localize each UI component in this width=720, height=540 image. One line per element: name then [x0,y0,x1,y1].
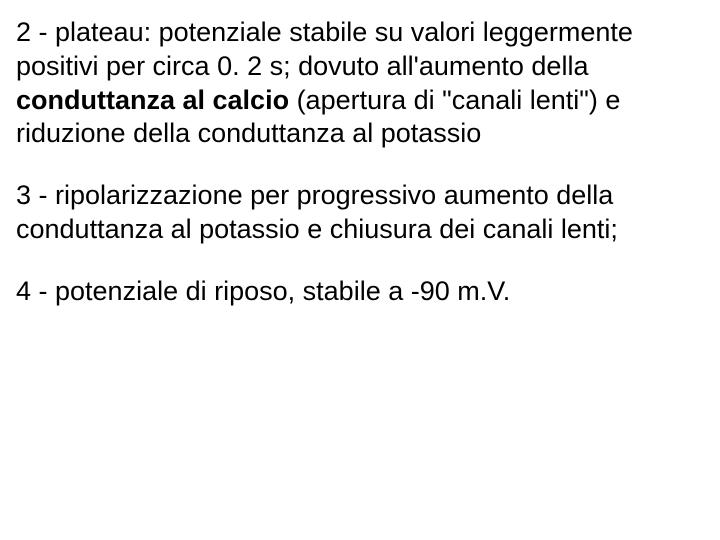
text-run: 3 - ripolarizzazione per progressivo aum… [16,180,618,244]
text-run: 2 - plateau: potenziale stabile su valor… [16,17,633,81]
text-slide: 2 - plateau: potenziale stabile su valor… [0,0,720,540]
paragraph-4: 4 - potenziale di riposo, stabile a -90 … [16,275,702,309]
paragraph-2: 2 - plateau: potenziale stabile su valor… [16,16,702,151]
text-run-bold: conduttanza al calcio [16,85,289,115]
paragraph-3: 3 - ripolarizzazione per progressivo aum… [16,179,702,247]
text-run: 4 - potenziale di riposo, stabile a -90 … [16,276,510,306]
